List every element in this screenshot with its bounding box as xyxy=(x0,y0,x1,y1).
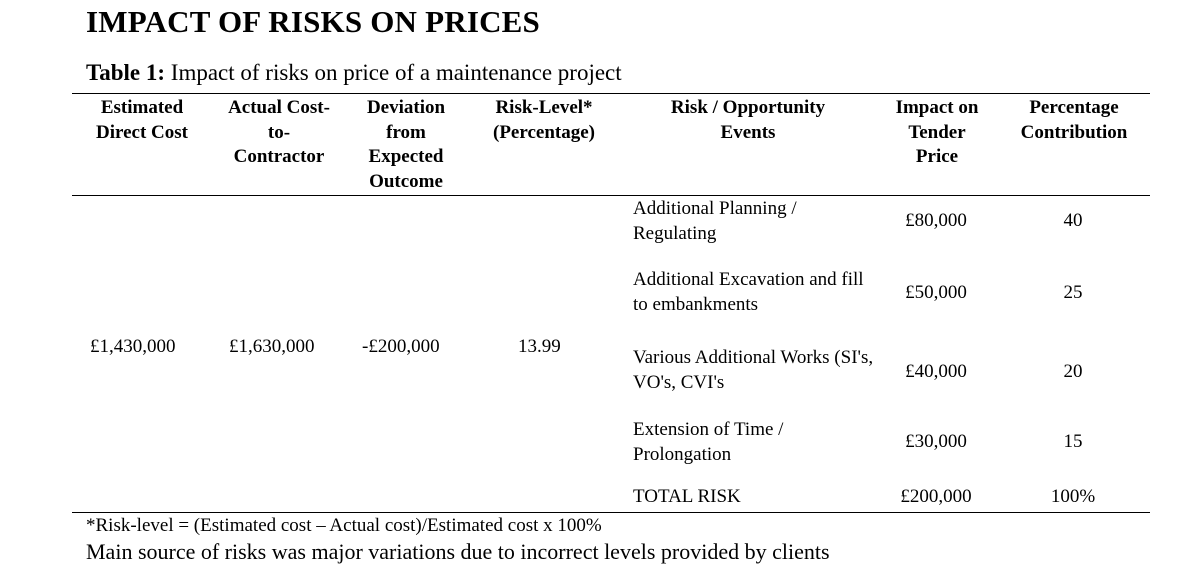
risk-event-1: Additional Planning / Regulating xyxy=(633,198,797,244)
percentage-value-4: 15 xyxy=(1063,431,1083,452)
impact-value-1: £80,000 xyxy=(905,210,967,231)
header-percentage-contribution: Percentage Contribution xyxy=(1020,97,1128,143)
header-risk-level: Risk-Level* (Percentage) xyxy=(493,97,595,143)
percentage-value-2: 25 xyxy=(1063,282,1083,303)
deviation-value: -£200,000 xyxy=(362,336,440,357)
table-header-rule xyxy=(72,195,1150,196)
risk-source-note: Main source of risks was major variation… xyxy=(86,539,830,564)
risk-event-3: Various Additional Works (SI's, VO's, CV… xyxy=(633,347,874,393)
total-risk-label: TOTAL RISK xyxy=(633,486,741,507)
risk-level-value: 13.99 xyxy=(518,336,561,357)
risk-event-4: Extension of Time / Prolongation xyxy=(633,419,784,465)
table-caption-text: Impact of risks on price of a maintenanc… xyxy=(165,60,622,85)
percentage-value-3: 20 xyxy=(1063,361,1083,382)
impact-value-4: £30,000 xyxy=(905,431,967,452)
table-caption: Table 1: Impact of risks on price of a m… xyxy=(86,60,622,86)
table-top-rule xyxy=(72,93,1150,94)
impact-value-3: £40,000 xyxy=(905,361,967,382)
risk-event-2: Additional Excavation and fill to embank… xyxy=(633,269,864,315)
total-percentage-value: 100% xyxy=(1050,486,1096,507)
actual-cost-value: £1,630,000 xyxy=(229,336,315,357)
header-impact-tender-price: Impact on Tender Price xyxy=(895,97,979,167)
table-bottom-rule xyxy=(72,512,1150,513)
risk-level-footnote: *Risk-level = (Estimated cost – Actual c… xyxy=(86,515,602,536)
table-caption-label: Table 1: xyxy=(86,60,166,85)
header-estimated-direct-cost: Estimated Direct Cost xyxy=(96,97,188,143)
header-deviation: Deviation from Expected Outcome xyxy=(366,97,446,192)
page-heading: IMPACT OF RISKS ON PRICES xyxy=(86,4,540,39)
total-impact-value: £200,000 xyxy=(900,486,972,507)
header-risk-events: Risk / Opportunity Events xyxy=(670,97,826,143)
header-actual-cost: Actual Cost-to-Contractor xyxy=(228,97,330,167)
percentage-value-1: 40 xyxy=(1063,210,1083,231)
estimated-direct-cost-value: £1,430,000 xyxy=(90,336,176,357)
impact-value-2: £50,000 xyxy=(905,282,967,303)
